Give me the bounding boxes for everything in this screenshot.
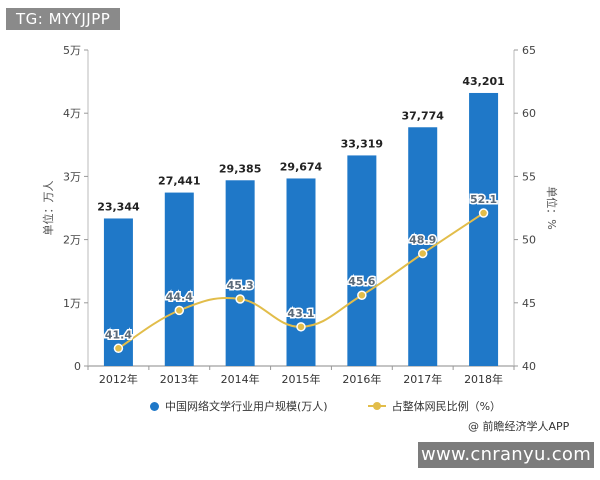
line-value-label: 41.4 — [105, 328, 132, 341]
x-tick-label: 2012年 — [99, 372, 138, 386]
watermark-tag: TG: MYYJJPP — [6, 8, 121, 30]
bar — [164, 192, 194, 366]
line-value-label: 52.1 — [470, 193, 497, 206]
line-value-label-halo: 43.1 — [287, 307, 314, 320]
bar-value-label: 29,674 — [280, 160, 323, 173]
x-tick-label: 2016年 — [342, 372, 381, 386]
bar-value-label: 27,441 — [158, 175, 200, 188]
legend-item-bar: 中国网络文学行业用户规模(万人) — [150, 398, 328, 414]
line-point — [174, 305, 185, 316]
bar-value-label: 43,201 — [462, 75, 504, 88]
y-right-axis-title: 单位：% — [545, 186, 559, 229]
y-right-tick-label: 45 — [522, 297, 536, 310]
y-right-tick-label: 55 — [522, 170, 536, 183]
line-series — [113, 208, 489, 354]
y-right-tick-label: 60 — [522, 107, 536, 120]
y-right-tick-label: 65 — [522, 44, 536, 57]
x-tick-label: 2013年 — [160, 372, 199, 386]
legend-bar-swatch — [150, 401, 159, 411]
y-left-tick-label: 5万 — [63, 44, 81, 57]
line-point — [296, 322, 306, 332]
bar-value-label: 33,319 — [341, 137, 383, 150]
bar-labels: 23,344 27,441 29,385 29,674 33,319 37,774 43,2… — [97, 75, 505, 213]
legend-item-line: 占整体网民比例（%） — [367, 398, 502, 414]
line-value-label-halo: 48.9 — [409, 234, 436, 247]
bar-value-label: 23,344 — [97, 200, 140, 213]
line-value-label: 48.9 — [409, 234, 436, 247]
axes: 0 1万 2万 3万 4万 5万 40 45 50 55 60 65 2012年 2013年 2014年 20… — [41, 44, 559, 386]
line-point — [235, 294, 245, 304]
y-right-tick-label: 50 — [522, 234, 536, 247]
bar-series — [103, 92, 499, 367]
line-point — [113, 343, 124, 354]
line-point — [478, 208, 489, 218]
site-watermark: www.cnranyu.com — [418, 442, 594, 468]
bar-value-label: 37,774 — [401, 109, 444, 122]
legend-line-swatch — [367, 402, 386, 410]
bar — [469, 92, 499, 367]
bar — [286, 178, 316, 366]
x-tick-label: 2017年 — [403, 372, 442, 386]
line-value-label: 44.4 — [166, 290, 193, 303]
y-right-tick-label: 40 — [522, 360, 536, 373]
x-tick-label: 2018年 — [464, 372, 503, 386]
line-value-label-halo: 52.1 — [470, 193, 497, 206]
bar — [225, 180, 255, 366]
line-value-label: 43.1 — [287, 307, 314, 320]
legend: 中国网络文学行业用户规模(万人) 占整体网民比例（%） — [150, 398, 501, 414]
bar — [347, 155, 377, 366]
line-point — [357, 290, 367, 300]
y-left-tick-label: 4万 — [63, 107, 81, 120]
legend-line-label: 占整体网民比例（%） — [391, 400, 502, 413]
line-value-label: 45.6 — [348, 275, 375, 288]
y-left-tick-label: 0 — [74, 360, 81, 373]
line-value-label-halo: 44.4 — [166, 290, 193, 303]
bar-value-label: 29,385 — [219, 162, 261, 175]
legend-bar-label: 中国网络文学行业用户规模(万人) — [165, 400, 328, 413]
line-point — [417, 248, 428, 259]
line-value-label: 45.3 — [227, 279, 254, 292]
y-left-tick-label: 1万 — [63, 297, 81, 310]
x-tick-label: 2014年 — [221, 372, 260, 386]
y-left-tick-label: 2万 — [63, 234, 81, 247]
x-tick-label: 2015年 — [282, 372, 321, 386]
line-value-label-halo: 45.6 — [348, 275, 375, 288]
line-value-label-halo: 41.4 — [105, 328, 132, 341]
line-labels: 41.441.444.444.445.345.343.143.145.645.6… — [103, 192, 498, 343]
source-label: @ 前瞻经济学人APP — [468, 420, 570, 433]
line-value-label-halo: 45.3 — [227, 279, 254, 292]
y-left-tick-label: 3万 — [63, 170, 81, 183]
y-left-axis-title: 单位：万人 — [41, 181, 55, 236]
